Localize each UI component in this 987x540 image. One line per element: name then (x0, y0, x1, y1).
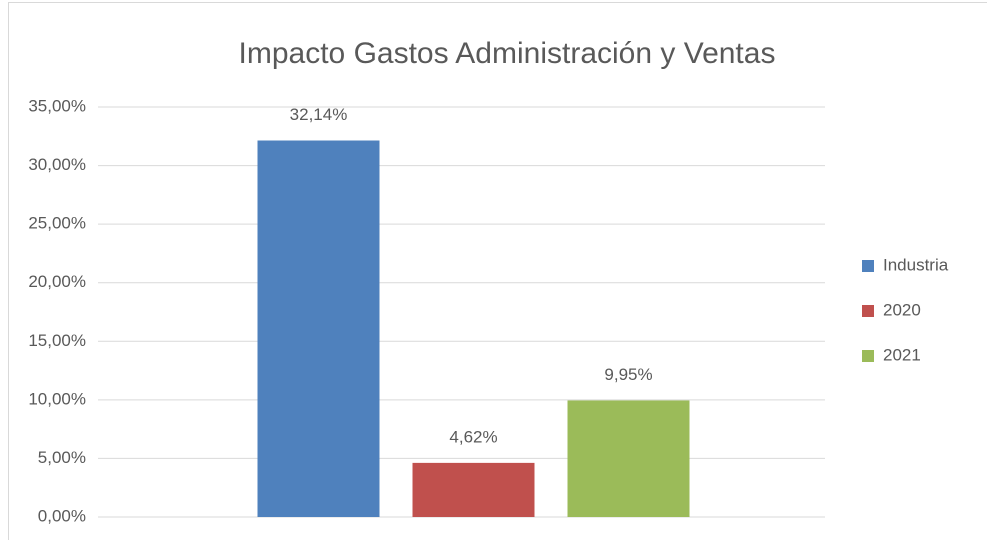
value-label: 9,95% (604, 365, 652, 384)
value-label: 4,62% (449, 427, 497, 446)
legend-label: Industria (883, 255, 949, 274)
bar (412, 462, 535, 517)
legend-swatch (862, 350, 874, 362)
bar (567, 400, 690, 517)
y-tick-label: 35,00% (28, 96, 86, 115)
bar (257, 140, 380, 517)
y-tick-label: 10,00% (28, 389, 86, 408)
legend-swatch (862, 260, 874, 272)
chart-title: Impacto Gastos Administración y Ventas (239, 37, 776, 70)
legend-label: 2021 (883, 345, 921, 364)
y-tick-label: 25,00% (28, 214, 86, 233)
y-tick-label: 15,00% (28, 331, 86, 350)
y-tick-label: 0,00% (38, 506, 86, 525)
y-tick-label: 5,00% (38, 448, 86, 467)
legend-label: 2020 (883, 300, 921, 319)
legend-swatch (862, 305, 874, 317)
value-label: 32,14% (290, 105, 348, 124)
chart-border (8, 2, 987, 540)
y-tick-label: 30,00% (28, 155, 86, 174)
y-tick-label: 20,00% (28, 272, 86, 291)
